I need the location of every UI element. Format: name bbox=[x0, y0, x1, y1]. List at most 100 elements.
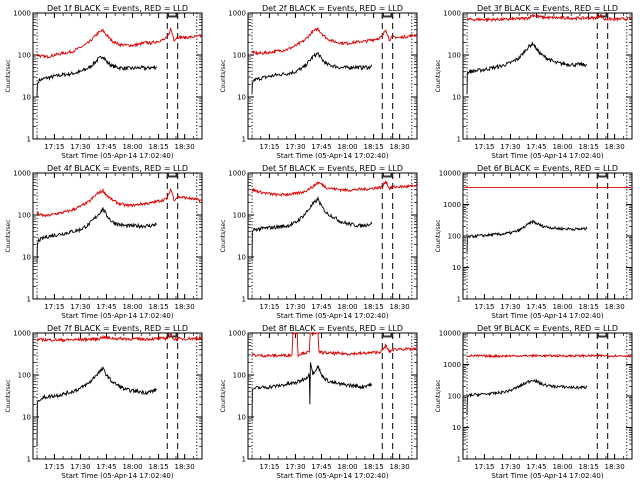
x-tick-label: 17:45 bbox=[311, 303, 331, 311]
x-tick-label: 18:00 bbox=[337, 303, 357, 311]
y-tick-label: 1 bbox=[457, 296, 461, 304]
x-tick-label: 17:30 bbox=[285, 463, 305, 471]
x-tick-label: 17:30 bbox=[500, 303, 520, 311]
x-tick-label: 17:45 bbox=[96, 143, 116, 151]
x-tick-label: 18:15 bbox=[578, 463, 598, 471]
x-tick-label: 18:30 bbox=[390, 303, 410, 311]
lld-series-line bbox=[251, 180, 418, 198]
y-tick-label: 10 bbox=[452, 94, 461, 102]
y-tick-label: 10 bbox=[237, 254, 246, 262]
y-tick-label: 1 bbox=[27, 296, 31, 304]
x-tick-label: 18:30 bbox=[605, 143, 625, 151]
panel-det-3: Det 3f BLACK = Events, RED = LLD 1 10 100 10… bbox=[435, 4, 633, 160]
x-tick-label: 18:00 bbox=[552, 143, 572, 151]
panel-title: Det 2f BLACK = Events, RED = LLD bbox=[262, 4, 403, 13]
lld-series-line bbox=[466, 13, 633, 23]
y-tick-label: 1 bbox=[242, 456, 246, 464]
x-tick-label: 18:15 bbox=[148, 143, 168, 151]
x-tick-label: 18:15 bbox=[148, 463, 168, 471]
x-tick-label: 18:15 bbox=[578, 303, 598, 311]
lld-series-line bbox=[36, 187, 203, 218]
y-tick-label: 100 bbox=[18, 52, 31, 60]
panel-det-4: Det 4f BLACK = Events, RED = LLD 1 10 100 10… bbox=[5, 164, 203, 320]
x-tick-label: 18:00 bbox=[552, 463, 572, 471]
y-tick-label: 1 bbox=[27, 456, 31, 464]
x-tick-label: 18:15 bbox=[363, 303, 383, 311]
panel-det-5: Det 5f BLACK = Events, RED = LLD 1 10 100 10… bbox=[220, 164, 418, 320]
x-tick-label: 17:45 bbox=[96, 303, 116, 311]
y-tick-label: 1000 bbox=[443, 361, 461, 369]
x-axis-label: Start Time (05-Apr-14 17:02:40) bbox=[276, 152, 388, 160]
y-tick-label: 100 bbox=[233, 212, 246, 220]
panel-det-7: Det 7f BLACK = Events, RED = LLD 1 10 100 10… bbox=[5, 324, 203, 480]
panel-det-8: Det 8f BLACK = Events, RED = LLD 1 10 100 10… bbox=[220, 324, 418, 480]
panel-title: Det 1f BLACK = Events, RED = LLD bbox=[47, 4, 188, 13]
interval-marker bbox=[168, 332, 177, 337]
panel-title: Det 8f BLACK = Events, RED = LLD bbox=[262, 324, 403, 333]
x-tick-label: 18:00 bbox=[552, 303, 572, 311]
x-tick-label: 17:15 bbox=[474, 463, 494, 471]
x-tick-label: 18:30 bbox=[390, 143, 410, 151]
y-axis-label: Counts/sec bbox=[435, 379, 442, 412]
x-tick-label: 17:45 bbox=[311, 463, 331, 471]
y-axis-label: Counts/sec bbox=[435, 59, 442, 92]
x-tick-label: 17:15 bbox=[259, 303, 279, 311]
x-tick-label: 17:30 bbox=[500, 463, 520, 471]
x-tick-label: 18:30 bbox=[175, 143, 195, 151]
panel-title: Det 4f BLACK = Events, RED = LLD bbox=[47, 164, 188, 173]
x-tick-label: 17:45 bbox=[311, 143, 331, 151]
x-tick-label: 17:15 bbox=[474, 143, 494, 151]
y-axis-label: Counts/sec bbox=[220, 59, 227, 92]
x-tick-label: 17:30 bbox=[285, 303, 305, 311]
plot-frame bbox=[247, 332, 418, 460]
events-series-line bbox=[251, 362, 372, 422]
interval-marker bbox=[383, 172, 392, 177]
interval-marker bbox=[598, 172, 607, 177]
x-axis-label: Start Time (05-Apr-14 17:02:40) bbox=[61, 472, 173, 480]
panel-det-2: Det 2f BLACK = Events, RED = LLD 1 10 100 10… bbox=[220, 4, 418, 160]
events-series-line bbox=[36, 55, 157, 98]
y-tick-label: 1000 bbox=[13, 330, 31, 338]
y-tick-label: 1 bbox=[27, 136, 31, 144]
interval-marker bbox=[168, 172, 177, 177]
x-tick-label: 17:45 bbox=[526, 303, 546, 311]
y-axis-label: Counts/sec bbox=[5, 219, 12, 252]
y-tick-label: 100 bbox=[233, 52, 246, 60]
y-tick-label: 10 bbox=[22, 94, 31, 102]
interval-marker bbox=[383, 332, 392, 337]
y-tick-label: 100 bbox=[448, 233, 461, 241]
x-tick-label: 17:15 bbox=[44, 463, 64, 471]
events-series-line bbox=[251, 195, 373, 262]
x-tick-label: 18:00 bbox=[122, 143, 142, 151]
x-tick-label: 18:30 bbox=[390, 463, 410, 471]
y-tick-label: 10 bbox=[237, 414, 246, 422]
x-axis-label: Start Time (05-Apr-14 17:02:40) bbox=[276, 312, 388, 320]
x-tick-label: 18:15 bbox=[363, 143, 383, 151]
events-series-line bbox=[466, 219, 588, 253]
interval-marker bbox=[598, 332, 607, 337]
events-series-line bbox=[36, 207, 158, 264]
y-tick-label: 1000 bbox=[228, 330, 246, 338]
y-axis-label: Counts/sec bbox=[5, 59, 12, 92]
y-axis-label: Counts/sec bbox=[220, 219, 227, 252]
x-tick-label: 17:30 bbox=[70, 143, 90, 151]
y-tick-label: 10 bbox=[452, 264, 461, 272]
events-series-line bbox=[466, 41, 587, 94]
panel-title: Det 7f BLACK = Events, RED = LLD bbox=[47, 324, 188, 333]
events-series-line bbox=[251, 51, 373, 94]
y-tick-label: 100 bbox=[448, 393, 461, 401]
plot-frame bbox=[247, 172, 418, 300]
x-tick-label: 17:15 bbox=[44, 303, 64, 311]
panel-title: Det 9f BLACK = Events, RED = LLD bbox=[477, 324, 618, 333]
x-axis-label: Start Time (05-Apr-14 17:02:40) bbox=[491, 152, 603, 160]
y-axis-label: Counts/sec bbox=[5, 379, 12, 412]
plot-frame bbox=[462, 12, 633, 140]
x-tick-label: 17:15 bbox=[474, 303, 494, 311]
lld-series-line bbox=[251, 331, 418, 359]
panel-det-1: Det 1f BLACK = Events, RED = LLD 1 10 100 10… bbox=[5, 4, 203, 160]
x-tick-label: 18:15 bbox=[148, 303, 168, 311]
y-tick-label: 1000 bbox=[443, 10, 461, 18]
x-tick-label: 18:30 bbox=[175, 303, 195, 311]
